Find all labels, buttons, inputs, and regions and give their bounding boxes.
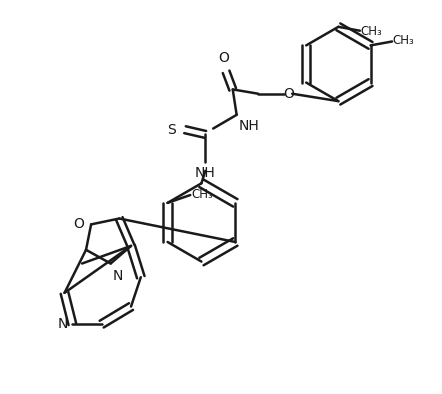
Text: NH: NH [195,167,216,180]
Text: CH₃: CH₃ [393,34,415,47]
Text: N: N [113,269,123,283]
Text: CH₃: CH₃ [191,188,213,201]
Text: CH₃: CH₃ [361,25,382,38]
Text: O: O [73,217,84,231]
Text: S: S [167,123,176,137]
Text: N: N [58,317,69,331]
Text: O: O [283,87,294,101]
Text: O: O [219,51,229,65]
Text: NH: NH [239,119,259,133]
